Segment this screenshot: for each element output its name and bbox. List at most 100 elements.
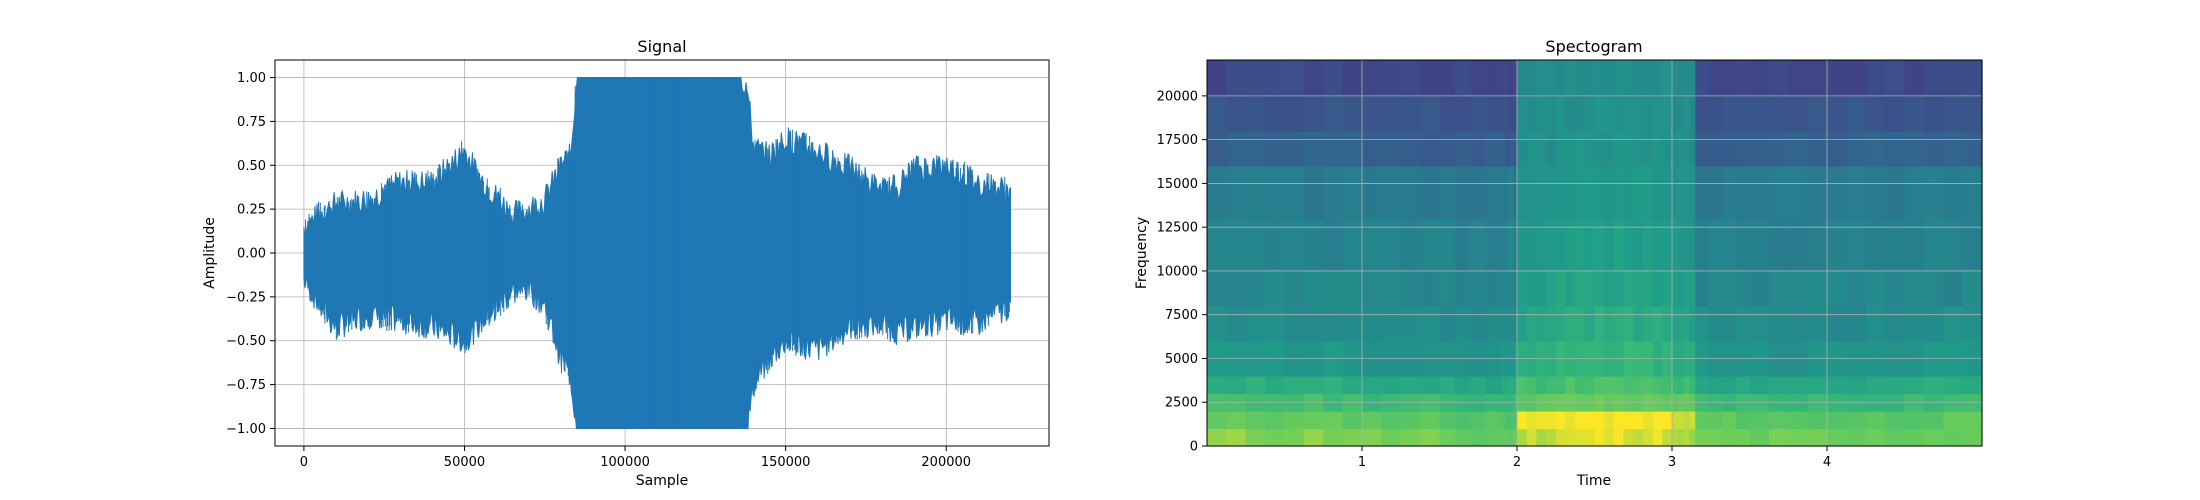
spectrogram-cell	[1722, 270, 1737, 307]
spectrogram-cell	[1962, 270, 1983, 307]
spectrogram-cell	[1245, 306, 1266, 342]
spectrogram-cell	[1962, 130, 1983, 167]
spectrogram-y-tick-label: 0	[1190, 440, 1198, 455]
spectrogram-cell	[1633, 306, 1644, 342]
spectrogram-cell	[1517, 376, 1528, 395]
signal-x-ticks: 0 50000 100000 150000 200000	[300, 446, 971, 470]
spectrogram-cell	[1501, 376, 1506, 395]
spectrogram-x-tick-label: 1	[1358, 455, 1366, 470]
spectrogram-cell	[1689, 428, 1696, 447]
spectrogram-cell	[1555, 376, 1567, 395]
spectrogram-cell	[1284, 428, 1305, 447]
spectrogram-chart: 1 2 3 4 0 2500 5000 7500 10000 12500 15000 17500 20…	[1134, 37, 1983, 489]
spectrogram-cell	[1827, 130, 1847, 167]
spectrogram-cell	[1584, 411, 1596, 430]
spectrogram-cell	[1677, 95, 1685, 132]
spectrogram-cell	[1501, 411, 1506, 430]
spectrogram-cell	[1323, 270, 1344, 307]
spectrogram-cell	[1708, 376, 1723, 395]
spectrogram-cell	[1677, 130, 1685, 167]
spectrogram-cell	[1265, 165, 1286, 219]
spectrogram-cell	[1689, 95, 1696, 132]
spectrogram-cell	[1943, 376, 1964, 395]
signal-waveform	[303, 77, 1011, 429]
spectrogram-cell	[1439, 428, 1456, 447]
spectrogram-cell	[1400, 411, 1421, 430]
spectrogram-cell	[1400, 306, 1421, 342]
signal-y-tick-label: −0.75	[226, 378, 266, 393]
spectrogram-cell	[1722, 428, 1737, 447]
spectrogram-cell	[1362, 60, 1382, 97]
spectrogram-cell	[1708, 306, 1723, 342]
spectrogram-cell	[1526, 165, 1537, 219]
spectrogram-cell	[1846, 218, 1867, 272]
spectrogram-cell	[1689, 411, 1696, 430]
spectrogram-cell	[1846, 376, 1867, 395]
spectrogram-cell	[1265, 428, 1286, 447]
spectrogram-title: Spectogram	[1545, 37, 1642, 56]
spectrogram-cell	[1455, 411, 1472, 430]
spectrogram-cell	[1827, 306, 1847, 342]
signal-y-tick-label: 0.25	[237, 203, 266, 218]
spectrogram-cell	[1470, 130, 1487, 167]
spectrogram-cell	[1517, 218, 1528, 272]
spectrogram-cell	[1362, 376, 1382, 395]
spectrogram-cell	[1904, 376, 1925, 395]
spectrogram-cell	[1943, 428, 1964, 447]
spectrogram-cell	[1455, 60, 1472, 97]
spectrogram-cell	[1735, 270, 1751, 307]
spectrogram-cell	[1827, 376, 1847, 395]
signal-x-tick-label: 0	[300, 455, 308, 470]
spectrogram-cell	[1439, 376, 1456, 395]
spectrogram-cell	[1505, 95, 1510, 132]
spectrogram-cell	[1546, 376, 1557, 395]
spectrogram-cell	[1623, 306, 1634, 342]
spectrogram-cell	[1513, 218, 1518, 272]
spectrogram-cell	[1962, 306, 1983, 342]
signal-x-tick-label: 200000	[921, 455, 971, 470]
spectrogram-cell	[1265, 60, 1286, 97]
spectrogram-cell	[1584, 165, 1596, 219]
spectrogram-cell	[1962, 95, 1983, 132]
spectrogram-cell	[1768, 218, 1789, 272]
spectrogram-cell	[1623, 218, 1634, 272]
spectrogram-cell	[1265, 376, 1286, 395]
spectrogram-cell	[1245, 130, 1266, 167]
spectrogram-cell	[1923, 306, 1944, 342]
spectrogram-cell	[1683, 95, 1690, 132]
spectrogram-cell	[1381, 218, 1402, 272]
spectrogram-cell	[1575, 130, 1586, 167]
spectrogram-cell	[1662, 60, 1673, 97]
spectrogram-cell	[1885, 165, 1906, 219]
spectrogram-cell	[1652, 376, 1663, 395]
spectrogram-cell	[1604, 306, 1615, 342]
spectrogram-cell	[1584, 270, 1596, 307]
spectrogram-cell	[1245, 428, 1266, 447]
spectrogram-cell	[1735, 411, 1751, 430]
spectrogram-cell	[1486, 60, 1503, 97]
spectrogram-cell	[1943, 165, 1964, 219]
spectrogram-cell	[1546, 428, 1557, 447]
spectrogram-cell	[1420, 376, 1441, 395]
spectrogram-cell	[1420, 411, 1441, 430]
spectrogram-cell	[1362, 130, 1382, 167]
spectrogram-cell	[1642, 130, 1654, 167]
spectrogram-cell	[1807, 376, 1828, 395]
spectrogram-cell	[1689, 270, 1696, 307]
spectrogram-cell	[1555, 411, 1567, 430]
spectrogram-cell	[1342, 306, 1363, 342]
spectrogram-cell	[1865, 95, 1886, 132]
spectrogram-cell	[1546, 60, 1557, 97]
spectrogram-cell	[1683, 376, 1690, 395]
spectrogram-cell	[1604, 95, 1615, 132]
spectrogram-cell	[1517, 130, 1528, 167]
signal-y-tick-label: −0.50	[226, 334, 266, 349]
spectrogram-cell	[1652, 306, 1663, 342]
spectrogram-cell	[1672, 306, 1679, 342]
spectrogram-cell	[1501, 130, 1506, 167]
spectrogram-cell	[1526, 428, 1537, 447]
spectrogram-cell	[1827, 270, 1847, 307]
spectrogram-cell	[1788, 306, 1809, 342]
spectrogram-cell	[1420, 218, 1441, 272]
spectrogram-cell	[1509, 218, 1514, 272]
